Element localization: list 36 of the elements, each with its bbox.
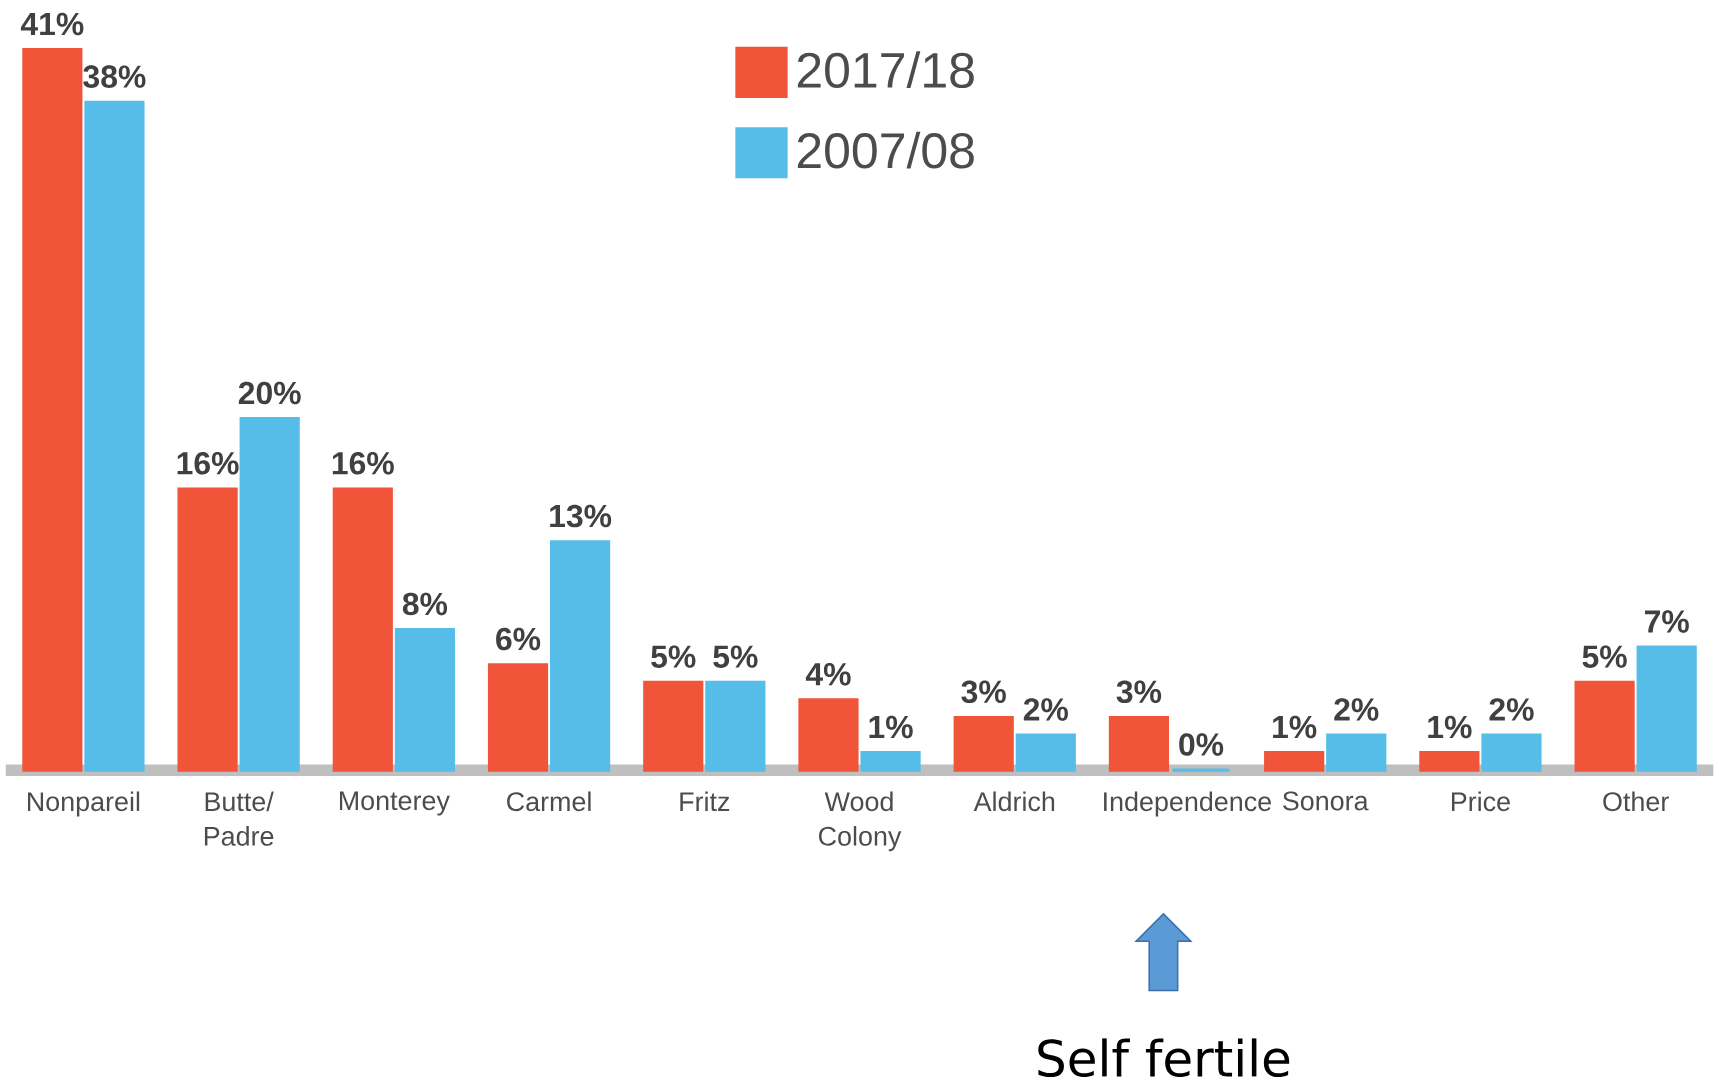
data-label: 41% [20,12,84,36]
data-label: 1% [869,715,913,739]
data-label: 7% [1645,610,1689,633]
data-label: 2% [1489,698,1534,721]
legend-label: 2017/18 [797,51,974,89]
data-label: 5% [651,645,696,668]
x-tick-label: Independence [1104,791,1271,817]
data-label: 4% [805,663,851,686]
data-label: 6% [496,627,541,651]
data-label: 16% [177,452,239,475]
x-tick-label: Monterey [339,791,450,816]
data-label: 3% [1116,680,1162,704]
x-tick-label: Wood Colony [819,791,902,852]
data-label: 5% [713,645,758,668]
data-label: 20% [238,381,301,405]
x-tick-label: Fritz [680,791,730,812]
data-label: 2% [1334,698,1379,721]
x-tick-label: Aldrich [973,791,1055,812]
data-label: 8% [402,592,448,616]
data-label: 2% [1023,698,1068,721]
data-label: 1% [1273,715,1317,739]
x-tick-label: Price [1451,791,1510,812]
data-label: 38% [83,65,146,89]
legend-label: 2007/08 [797,131,974,169]
data-label: 1% [1428,715,1472,739]
x-tick-label: Carmel [507,791,591,812]
text: Self fertile [1038,1038,1290,1078]
data-label: 13% [550,504,612,528]
x-tick-label: Nonpareil [28,791,140,817]
x-tick-label: Butte/ Padre [204,791,274,846]
data-label: 16% [332,452,394,475]
data-label: 5% [1582,645,1627,668]
x-tick-label: Other [1603,791,1669,812]
data-label: 0% [1179,733,1224,756]
x-tick-label: Sonora [1283,791,1369,811]
data-label: 3% [961,680,1006,704]
